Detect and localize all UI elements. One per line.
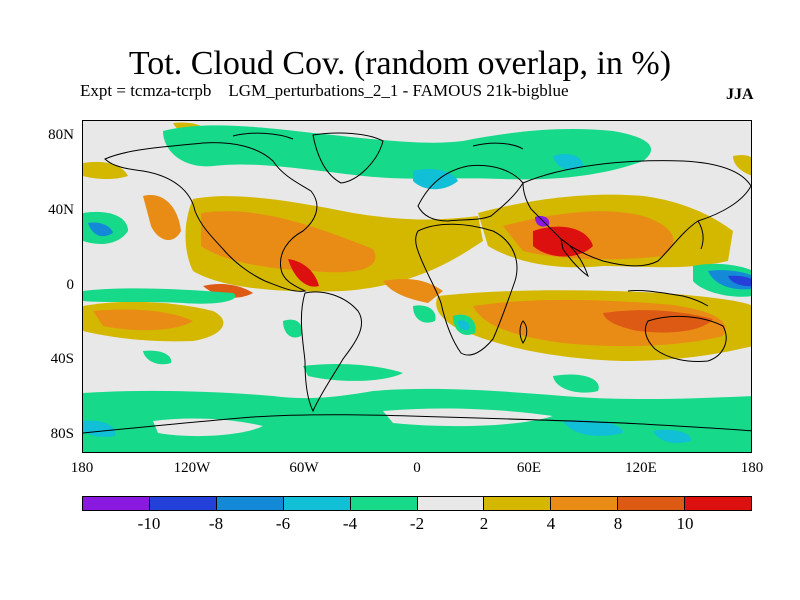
colorbar-tick-label: 8 bbox=[613, 514, 623, 533]
anomaly-region bbox=[458, 320, 470, 331]
colorbar-swatch bbox=[551, 497, 619, 510]
latitude-label-40n: 40N bbox=[48, 202, 74, 218]
anomaly-region bbox=[201, 211, 376, 273]
coastline-australia bbox=[644, 316, 727, 362]
anomaly-region bbox=[93, 309, 193, 331]
coastline-africa bbox=[415, 223, 518, 356]
longitude-label-0: 0 bbox=[413, 460, 421, 476]
coastline-india bbox=[560, 238, 589, 278]
coastline-south-america bbox=[300, 291, 363, 413]
map-plot-area bbox=[82, 120, 752, 453]
colorbar-tick-label: -10 bbox=[137, 514, 161, 533]
anomaly-region bbox=[83, 420, 116, 438]
colorbar-swatch bbox=[417, 497, 485, 510]
anomaly-region bbox=[288, 259, 319, 287]
anomaly-region bbox=[153, 418, 263, 437]
colorbar-swatch bbox=[484, 497, 552, 510]
coastline-north-america bbox=[104, 142, 318, 292]
anomaly-region bbox=[83, 288, 236, 304]
colorbar-tick-label: -8 bbox=[208, 514, 224, 533]
colorbar-swatch bbox=[149, 497, 217, 510]
anomaly-region bbox=[728, 275, 751, 287]
longitude-label-120w: 120W bbox=[173, 460, 211, 476]
anomaly-region bbox=[383, 279, 443, 303]
colorbar-tick-label: 10 bbox=[676, 514, 694, 533]
colorbar-tick-label: -2 bbox=[409, 514, 425, 533]
coastline-japan bbox=[697, 220, 704, 250]
coastline-greenland bbox=[312, 132, 384, 184]
map-title: Tot. Cloud Cov. (random overlap, in %) bbox=[128, 45, 672, 82]
latitude-label-0: 0 bbox=[66, 277, 75, 293]
anomaly-region bbox=[533, 226, 593, 257]
anomaly-region bbox=[143, 195, 181, 241]
latitude-label-80n: 80N bbox=[48, 127, 74, 143]
colorbar-swatch bbox=[350, 497, 418, 510]
season-label: JJA bbox=[726, 86, 754, 103]
colorbar bbox=[82, 496, 752, 511]
colorbar-swatch bbox=[618, 497, 686, 510]
longitude-label-120e: 120E bbox=[625, 460, 657, 476]
anomaly-region bbox=[163, 125, 652, 180]
colorbar-tick-label: -6 bbox=[275, 514, 291, 533]
colorbar-tick-label: 4 bbox=[546, 514, 556, 533]
longitude-label-60w: 60W bbox=[289, 460, 319, 476]
anomaly-region bbox=[603, 310, 713, 333]
longitude-label-60e: 60E bbox=[516, 460, 542, 476]
longitude-label-180e: 180 bbox=[740, 460, 764, 476]
coastline-europe bbox=[417, 164, 524, 222]
anomaly-region bbox=[653, 429, 692, 443]
coastline-arctic-islands bbox=[232, 132, 524, 150]
colorbar-swatch bbox=[83, 497, 150, 510]
anomaly-region bbox=[733, 155, 751, 176]
coastline-madagascar bbox=[519, 320, 528, 344]
anomaly-region bbox=[553, 374, 599, 393]
cloud-cover-anomaly-map bbox=[83, 121, 751, 452]
coastlines bbox=[83, 132, 751, 434]
colorbar-swatch bbox=[216, 497, 284, 510]
anomaly-region bbox=[563, 420, 623, 436]
anomaly-region bbox=[88, 222, 113, 237]
negative-anomaly-regions bbox=[83, 125, 751, 452]
anomaly-region bbox=[553, 154, 583, 170]
anomaly-region bbox=[143, 350, 172, 365]
longitude-label-180w: 180 bbox=[70, 460, 94, 476]
anomaly-region bbox=[413, 305, 436, 323]
coastline-antarctica bbox=[83, 414, 751, 434]
colorbar-swatch bbox=[685, 497, 752, 510]
latitude-label-80s: 80S bbox=[50, 426, 74, 442]
latitude-label-40s: 40S bbox=[50, 351, 74, 367]
colorbar-tick-label: -4 bbox=[342, 514, 358, 533]
anomaly-region bbox=[303, 363, 403, 381]
positive-anomaly-regions bbox=[83, 122, 751, 430]
colorbar-swatch bbox=[283, 497, 351, 510]
coastline-asia bbox=[522, 160, 751, 267]
colorbar-tick-label: 2 bbox=[479, 514, 489, 533]
experiment-subtitle: Expt = tcmza-tcrpb LGM_perturbations_2_1… bbox=[80, 81, 569, 100]
anomaly-region bbox=[203, 283, 253, 298]
coastline-indonesia bbox=[627, 290, 709, 307]
anomaly-region bbox=[283, 319, 303, 338]
